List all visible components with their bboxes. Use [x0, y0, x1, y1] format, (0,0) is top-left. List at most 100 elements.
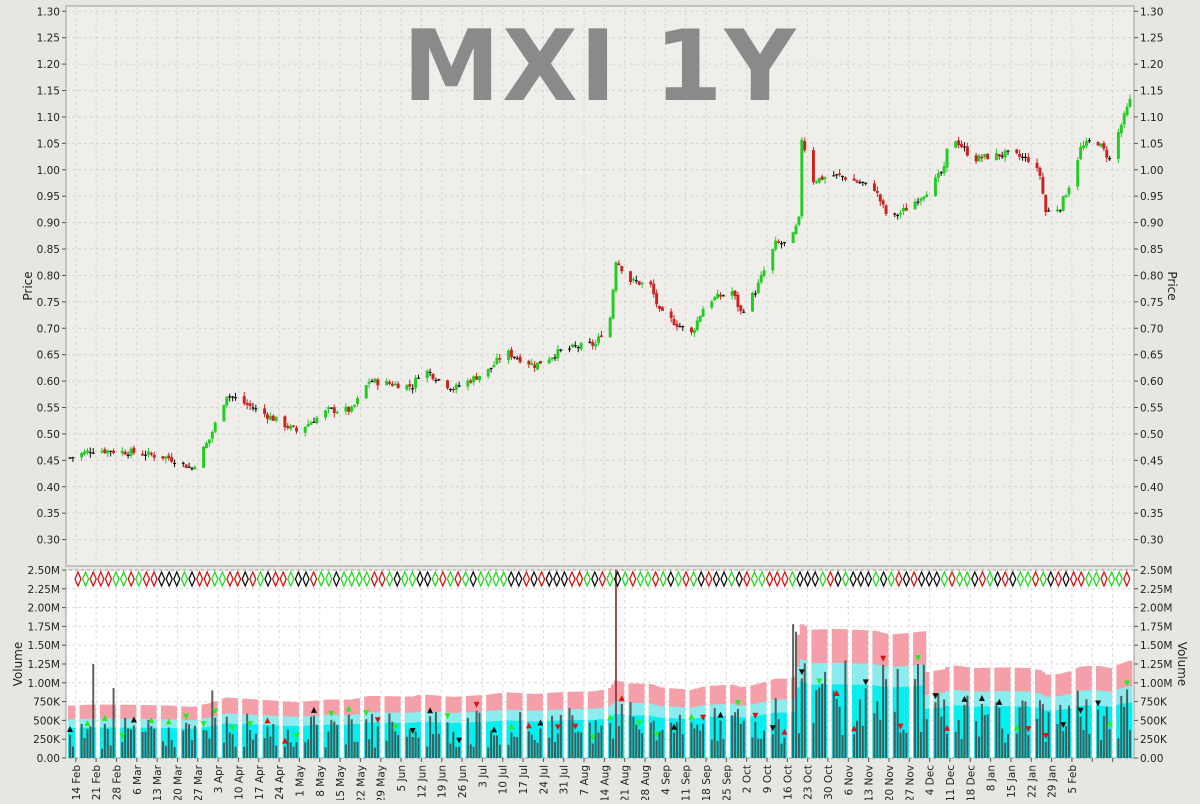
signal-diamond	[598, 570, 607, 588]
volume-bar	[629, 702, 632, 758]
volume-bar	[327, 731, 330, 758]
candle-body	[977, 155, 981, 162]
volume-tick-label: 1.25M	[1140, 659, 1172, 671]
candle-body	[1116, 132, 1120, 159]
candle-body	[701, 308, 705, 317]
date-tick-label: 29 May	[376, 765, 388, 800]
candle-body	[446, 380, 450, 389]
candle-body	[1125, 106, 1129, 116]
candle-body	[184, 464, 188, 469]
volume-tick-label: 750K	[33, 697, 61, 709]
date-tick-label: 9 Oct	[762, 765, 774, 793]
volume-bar	[580, 732, 583, 758]
volume-tick-label: 250K	[1140, 734, 1168, 746]
candle-body	[672, 318, 676, 326]
date-tick-label: 12 Jun	[416, 765, 428, 798]
volume-bar	[795, 631, 798, 758]
volume-bar	[289, 742, 292, 758]
candle-body	[167, 455, 171, 459]
up-signal-marker	[165, 718, 172, 725]
candle-body	[716, 293, 720, 299]
candle-body	[838, 173, 842, 176]
candle-body	[475, 376, 479, 380]
volume-bar	[385, 740, 388, 758]
up-signal-marker	[996, 698, 1003, 705]
signal-diamond	[674, 570, 683, 588]
candle-body	[980, 156, 984, 159]
volume-bar	[458, 746, 461, 758]
down-signal-marker	[589, 734, 596, 741]
candle-body	[733, 290, 737, 297]
signal-diamond	[492, 570, 500, 588]
volume-bar	[83, 738, 86, 758]
candle-body	[266, 414, 269, 419]
price-tick-label: 0.55	[1140, 403, 1163, 415]
volume-bar	[954, 731, 957, 758]
signal-diamond	[530, 570, 538, 588]
signal-diamond	[287, 570, 295, 588]
candle-body	[547, 359, 551, 364]
volume-bar	[792, 624, 795, 758]
date-tick-label: 13 Nov	[864, 765, 876, 800]
volume-bar	[731, 715, 734, 758]
volume-bar	[388, 713, 391, 758]
volume-bar	[734, 712, 737, 758]
signal-diamond	[203, 570, 211, 588]
candle-body	[202, 446, 206, 468]
volume-bar	[617, 725, 620, 758]
signal-diamond	[568, 570, 576, 588]
volume-tick-label: 2.50M	[28, 565, 60, 577]
date-tick-label: 31 Jul	[559, 765, 571, 794]
candle-body	[1128, 98, 1132, 107]
date-tick-label: 18 Sep	[701, 765, 713, 800]
candle-body	[306, 423, 310, 427]
candle-body	[820, 176, 824, 180]
signal-diamond	[1016, 570, 1025, 588]
volume-bar	[527, 731, 530, 758]
volume-bar	[638, 729, 641, 758]
candle-body	[640, 282, 644, 285]
up-signal-marker	[508, 723, 515, 730]
volume-band-inner	[721, 716, 726, 758]
candle-body	[556, 349, 560, 359]
candle-body	[594, 343, 598, 347]
volume-bar	[835, 698, 838, 758]
volume-band-inner	[303, 725, 308, 758]
candle-body	[1038, 167, 1042, 176]
volume-band-inner	[70, 727, 76, 758]
down-signal-marker	[572, 723, 579, 730]
down-signal-marker	[1077, 707, 1084, 714]
volume-bar	[919, 732, 922, 758]
candle-body	[210, 432, 214, 439]
signal-diamond	[218, 570, 227, 588]
candle-body	[878, 194, 882, 202]
signal-diamond	[1062, 570, 1070, 588]
candle-body	[841, 175, 844, 178]
date-tick-label: 15 May	[335, 765, 347, 800]
candle-body	[974, 155, 978, 162]
volume-bar	[292, 746, 295, 758]
candle-body	[271, 415, 275, 421]
signal-diamond	[195, 570, 204, 588]
volume-bar	[530, 734, 533, 758]
candle-body	[634, 280, 638, 282]
volume-bar	[466, 717, 469, 758]
down-signal-marker	[798, 669, 805, 676]
candle-body	[509, 349, 513, 358]
signal-diamond	[211, 570, 219, 588]
candle-body	[803, 141, 807, 151]
candle-body	[80, 453, 84, 458]
candle-body	[248, 403, 252, 407]
signal-diamond	[89, 570, 97, 588]
volume-band-inner	[750, 716, 755, 758]
volume-bar	[1099, 740, 1102, 758]
candle-body	[486, 368, 490, 377]
candle-body	[983, 154, 987, 158]
volume-bar	[103, 723, 106, 758]
volume-bar	[211, 690, 214, 758]
date-tick-label: 20 Nov	[884, 765, 896, 800]
signal-diamond	[1001, 570, 1009, 588]
candle-body	[753, 293, 757, 295]
volume-bar	[763, 730, 766, 758]
